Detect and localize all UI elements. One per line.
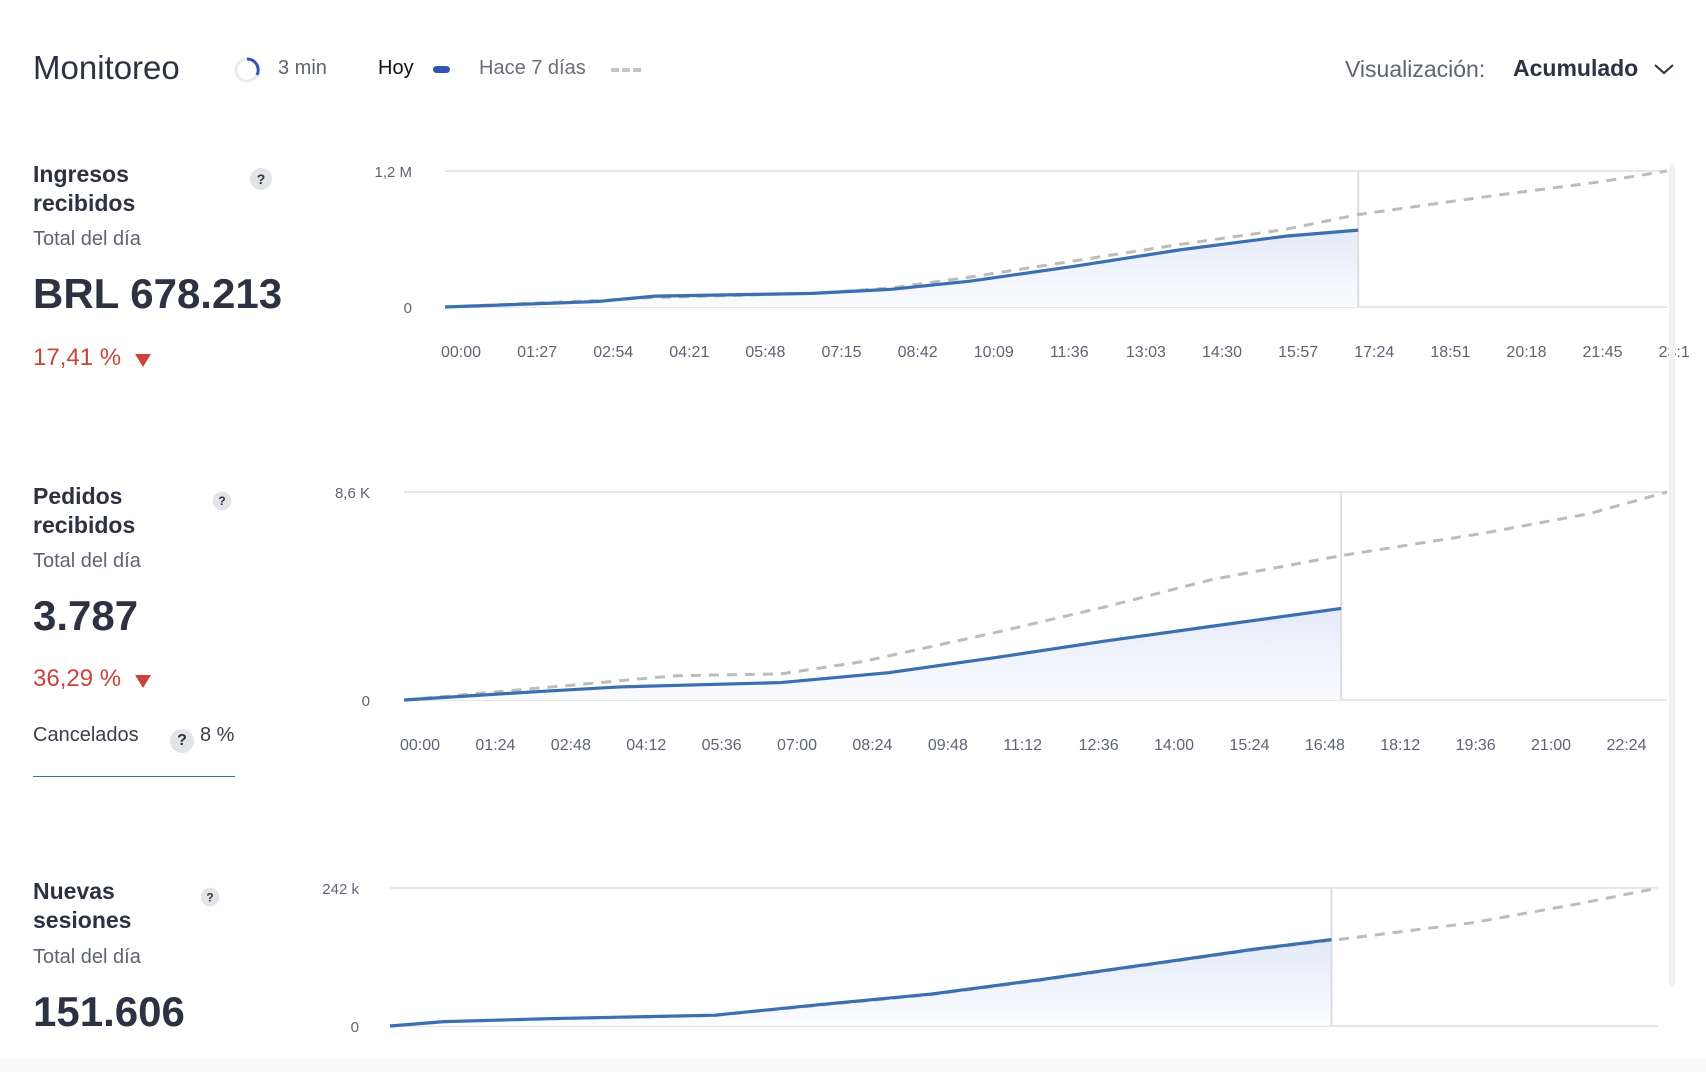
series-today-line [444, 228, 1359, 309]
x-tick-label: 19:36 [1456, 737, 1496, 754]
help-icon[interactable]: ? [250, 168, 272, 190]
x-tick-label: 08:24 [852, 737, 892, 754]
x-tick-label: 21:45 [1583, 344, 1623, 361]
triangle-down-icon [135, 675, 152, 689]
view-label: Visualización: [1345, 56, 1486, 82]
refresh-interval: 3 min [278, 57, 327, 79]
x-tick-label: 13:03 [1126, 344, 1166, 361]
x-tick-label: 12:36 [1079, 737, 1119, 754]
y-tick-label: 0 [362, 693, 370, 710]
x-tick-label: 02:48 [551, 737, 591, 754]
x-tick-label: 01:27 [517, 344, 557, 361]
cancelled-underline [33, 776, 235, 777]
x-tick-label: 02:54 [593, 344, 633, 361]
metric-delta: 17,41 % [33, 344, 152, 372]
x-tick-label: 04:12 [626, 737, 666, 754]
x-tick-label: 07:00 [777, 737, 817, 754]
cancelled-label: Cancelados [33, 724, 139, 746]
x-tick-label: 14:30 [1202, 344, 1242, 361]
x-tick-label: 05:48 [745, 344, 785, 361]
metric-value-revenue: BRL 678.213 [33, 270, 283, 317]
x-tick-label: 20:18 [1506, 344, 1546, 361]
x-tick-label: 15:24 [1229, 737, 1269, 754]
x-tick-label: 00:00 [400, 737, 440, 754]
x-tick-label: 04:21 [669, 344, 709, 361]
x-tick-label: 10:09 [974, 344, 1014, 361]
x-tick-label: 18:51 [1430, 344, 1470, 361]
x-tick-label: 05:36 [702, 737, 742, 754]
y-tick-label: 242 k [322, 881, 359, 898]
metric-subtitle: Total del día [33, 228, 141, 250]
y-tick-label: 0 [404, 300, 412, 317]
refresh-spinner-icon [233, 56, 261, 89]
x-tick-label: 17:24 [1354, 344, 1394, 361]
x-tick-label: 09:48 [928, 737, 968, 754]
triangle-down-icon [135, 354, 152, 368]
x-tick-label: 22:24 [1606, 737, 1646, 754]
series-previous-week-line [444, 169, 1668, 309]
help-icon[interactable]: ? [200, 887, 220, 907]
x-tick-label: 11:12 [1003, 737, 1042, 754]
metric-title-revenue: Ingresos recibidos [33, 161, 136, 216]
view-dropdown-value: Acumulado [1513, 55, 1639, 81]
x-tick-label: 01:24 [475, 737, 515, 754]
footer-band [0, 1058, 1706, 1072]
x-tick-label: 14:00 [1154, 737, 1194, 754]
x-tick-label: 11:36 [1050, 344, 1089, 361]
today-area [445, 230, 1359, 307]
scrollbar[interactable] [1669, 164, 1675, 986]
x-tick-label: 21:00 [1531, 737, 1571, 754]
delta-value: 36,29 % [33, 665, 122, 692]
legend-previous-label: Hace 7 días [479, 57, 586, 79]
series-today-line [389, 937, 1332, 1028]
metric-title-sessions: Nuevas sesiones [33, 878, 132, 933]
page-title: Monitoreo [33, 49, 180, 86]
cancelled-value: 8 % [200, 724, 235, 746]
legend-previous-swatch [611, 68, 641, 72]
delta-value: 17,41 % [33, 344, 122, 371]
metric-subtitle: Total del día [33, 550, 141, 572]
x-tick-label: 16:48 [1305, 737, 1345, 754]
x-tick-label: 07:15 [822, 344, 862, 361]
series-previous-week-line [403, 490, 1668, 702]
y-tick-label: 8,6 K [335, 485, 370, 502]
legend-today-label: Hoy [378, 57, 414, 79]
metric-delta: 36,29 % [33, 665, 152, 693]
metric-value-orders: 3.787 [33, 592, 139, 639]
today-area [404, 608, 1342, 700]
series-today-line [403, 606, 1342, 702]
y-tick-label: 0 [351, 1019, 359, 1036]
x-tick-label: 08:42 [898, 344, 938, 361]
x-tick-label: 00:00 [441, 344, 481, 361]
legend-today-swatch [433, 66, 450, 73]
metric-subtitle: Total del día [33, 946, 141, 968]
chevron-down-icon [1653, 64, 1674, 75]
help-icon[interactable]: ? [212, 491, 232, 511]
x-tick-label: 15:57 [1278, 344, 1318, 361]
metric-value-sessions: 151.606 [33, 988, 185, 1035]
today-area [390, 939, 1332, 1026]
help-icon[interactable]: ? [170, 729, 194, 753]
metric-title-orders: Pedidos recibidos [33, 483, 136, 538]
y-tick-label: 1,2 M [374, 164, 412, 181]
view-dropdown[interactable]: Acumulado [1513, 55, 1675, 82]
x-tick-label: 18:12 [1380, 737, 1420, 754]
